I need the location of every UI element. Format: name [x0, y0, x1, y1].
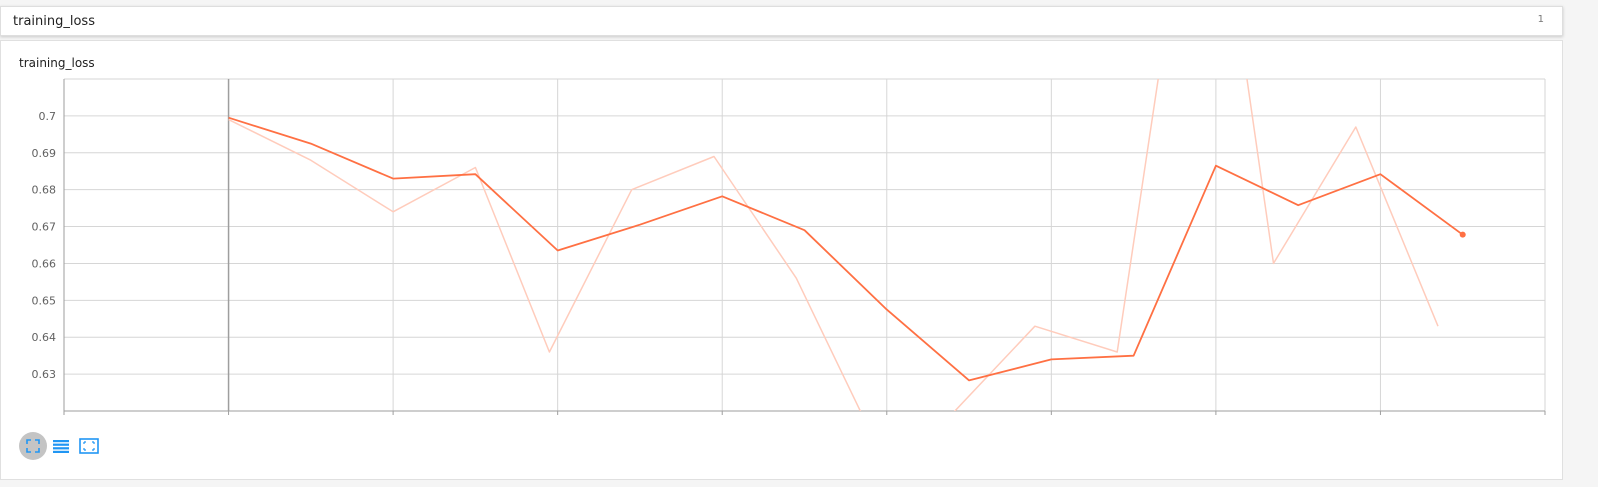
y-tick-label: 0.68: [32, 184, 57, 197]
fullscreen-button[interactable]: [19, 432, 47, 460]
axis-layer: 0.63 0.64 0.65 0.66 0.67 0.68 0.69 0.7: [32, 79, 1546, 415]
y-tick-label: 0.65: [32, 294, 57, 307]
chart-title: training_loss: [19, 56, 95, 70]
y-tick-label: 0.64: [32, 331, 57, 344]
log-scale-icon: [53, 440, 69, 453]
smoothed-series-line: [228, 116, 1464, 382]
fit-domain-button[interactable]: [75, 432, 103, 460]
series-clip-group: [228, 79, 1464, 411]
y-tick-label: 0.67: [32, 221, 57, 234]
y-tick-label: 0.69: [32, 147, 57, 160]
fullscreen-icon: [26, 439, 40, 453]
y-tick-label: 0.63: [32, 368, 57, 381]
series-layer: [228, 79, 1466, 411]
raw-series-line: [228, 79, 1439, 411]
fit-domain-icon: [79, 438, 99, 454]
group-title: training_loss: [13, 14, 95, 29]
series-end-point: [1459, 231, 1466, 238]
chart-card: 0.63 0.64 0.65 0.66 0.67 0.68 0.69 0.7 training…: [0, 40, 1563, 480]
group-header[interactable]: training_loss 1: [0, 6, 1563, 36]
log-scale-button[interactable]: [47, 432, 75, 460]
y-tick-label: 0.66: [32, 257, 57, 270]
group-count: 1: [1537, 14, 1544, 25]
line-chart[interactable]: 0.63 0.64 0.65 0.66 0.67 0.68 0.69 0.7: [1, 41, 1564, 481]
grid-layer: [63, 78, 1546, 411]
y-tick-label: 0.7: [39, 110, 57, 123]
